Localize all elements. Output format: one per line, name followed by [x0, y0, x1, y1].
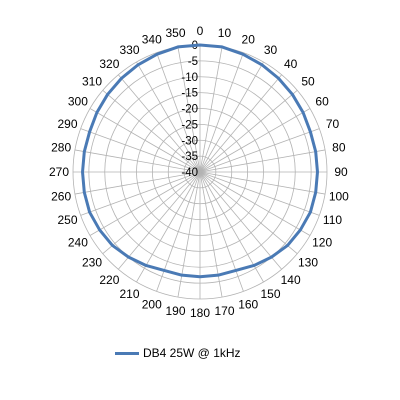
grid-spoke — [80, 171, 201, 216]
grid-spoke — [74, 171, 201, 195]
radial-tick-label: -30 — [181, 135, 198, 147]
grid-spoke — [156, 52, 201, 173]
radial-tick-labels: 0-5-10-15-20-25-30-35-40 — [181, 40, 198, 179]
grid-spoke — [199, 149, 326, 173]
grid-spoke — [136, 171, 201, 283]
angle-tick-label: 100 — [329, 189, 349, 203]
polar-grid — [72, 44, 328, 300]
angle-tick-label: 320 — [99, 57, 119, 71]
angle-tick-label: 240 — [68, 236, 88, 250]
series-layer — [81, 43, 319, 279]
grid-spoke — [199, 171, 311, 236]
grid-spoke — [199, 171, 326, 195]
grid-spoke — [177, 46, 201, 173]
angle-tick-label: 250 — [57, 213, 77, 227]
angle-tick-label: 70 — [326, 117, 340, 131]
angle-tick-label: 10 — [218, 26, 232, 40]
angle-tick-label: 300 — [68, 95, 88, 109]
grid-spoke — [199, 74, 282, 173]
grid-spoke — [102, 171, 201, 254]
angle-tick-label: 20 — [242, 33, 256, 47]
grid-spoke — [199, 171, 282, 270]
grid-spoke — [118, 74, 201, 173]
angle-tick-label: 190 — [165, 304, 185, 318]
angle-tick-label: 200 — [142, 297, 162, 311]
angle-tick-label: 210 — [119, 287, 139, 301]
grid-spoke — [74, 149, 201, 173]
angle-tick-label: 220 — [99, 273, 119, 287]
angle-tick-label: 130 — [298, 256, 318, 270]
radial-tick-label: -5 — [188, 56, 198, 68]
grid-spoke — [89, 171, 201, 236]
grid-spoke — [199, 52, 244, 173]
angle-tick-label: 120 — [312, 236, 332, 250]
grid-spoke — [136, 61, 201, 173]
radial-tick-label: -10 — [181, 72, 198, 84]
angle-tick-label: 340 — [142, 33, 162, 47]
radial-tick-label: -20 — [181, 104, 198, 116]
grid-spoke — [199, 171, 264, 283]
grid-spoke — [199, 90, 298, 173]
angle-tick-label: 80 — [332, 141, 346, 155]
grid-spoke — [102, 90, 201, 173]
angle-tick-label: 330 — [119, 43, 139, 57]
radial-tick-label: -15 — [181, 88, 198, 100]
grid-spoke — [118, 171, 201, 270]
legend-label: DB4 25W @ 1kHz — [143, 346, 241, 360]
radial-tick-label: -25 — [181, 119, 198, 131]
legend: DB4 25W @ 1kHz — [115, 346, 241, 360]
angle-tick-label: 110 — [323, 213, 342, 227]
angle-tick-label: 140 — [281, 273, 301, 287]
grid-spoke — [199, 61, 264, 173]
angle-tick-label: 280 — [51, 141, 71, 155]
angle-tick-label: 160 — [238, 297, 258, 311]
grid-spoke — [199, 108, 311, 173]
angle-tick-label: 230 — [82, 256, 102, 270]
legend-swatch — [115, 351, 139, 355]
angle-tick-label: 180 — [190, 306, 210, 320]
angle-tick-label: 270 — [49, 165, 69, 179]
grid-spoke — [199, 171, 320, 216]
angle-tick-label: 30 — [264, 43, 278, 57]
angle-tick-label: 290 — [57, 117, 77, 131]
angle-tick-label: 90 — [334, 165, 348, 179]
angle-tick-label: 310 — [82, 74, 102, 88]
grid-spoke — [199, 171, 298, 254]
grid-spoke — [199, 128, 320, 173]
grid-spoke — [89, 108, 201, 173]
angle-tick-label: 260 — [51, 189, 71, 203]
angle-tick-label: 40 — [284, 57, 298, 71]
radial-tick-label: -40 — [181, 167, 198, 179]
angle-tick-label: 0 — [197, 24, 204, 38]
grid-spoke — [199, 46, 223, 173]
angle-tick-label: 350 — [165, 26, 185, 40]
radial-tick-label: -35 — [181, 151, 198, 163]
grid-spoke — [80, 128, 201, 173]
angle-tick-label: 50 — [301, 74, 315, 88]
angle-tick-label: 60 — [315, 95, 329, 109]
series-line — [81, 43, 319, 279]
angle-tick-label: 170 — [214, 304, 234, 318]
angle-tick-label: 150 — [260, 287, 280, 301]
